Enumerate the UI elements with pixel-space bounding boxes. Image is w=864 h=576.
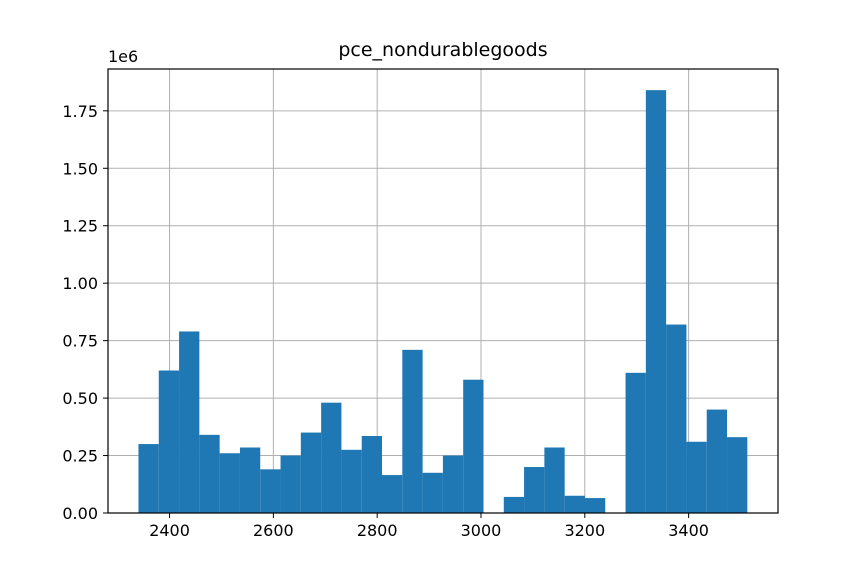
y-tick-label: 1.00 xyxy=(62,274,98,293)
chart-title: pce_nondurablegoods xyxy=(338,39,547,61)
histogram-bar xyxy=(300,432,322,513)
histogram-bar xyxy=(199,434,220,513)
histogram-bar xyxy=(463,379,484,513)
histogram-bar xyxy=(280,455,301,513)
histogram-bar xyxy=(402,349,423,513)
histogram-bar xyxy=(219,453,240,513)
histogram-bar xyxy=(158,370,180,513)
histogram-bar xyxy=(666,324,687,513)
histogram-bar xyxy=(321,402,342,513)
histogram-bar xyxy=(686,441,707,513)
x-tick-label: 3400 xyxy=(668,521,709,540)
x-tick-label: 2800 xyxy=(357,521,398,540)
histogram-bar xyxy=(382,475,403,513)
histogram-bar xyxy=(361,436,383,513)
histogram-bar xyxy=(422,472,443,513)
x-tick-label: 2400 xyxy=(149,521,190,540)
y-tick-label: 1.50 xyxy=(62,159,98,178)
plot-frame xyxy=(107,68,779,514)
y-tick-label: 0.75 xyxy=(62,332,98,351)
y-tick-label: 1.25 xyxy=(62,217,98,236)
histogram-bar xyxy=(503,496,525,513)
histogram-bar xyxy=(239,447,261,513)
y-tick-label: 0.50 xyxy=(62,389,98,408)
histogram-bars xyxy=(138,90,748,514)
y-axis: 0.00 0.25 0.50 0.75 1.00 1.25 1.50 1.75 xyxy=(62,102,108,523)
histogram-bar xyxy=(564,495,585,513)
y-axis-offset-label: 1e6 xyxy=(108,47,138,66)
histogram-bar xyxy=(544,447,565,513)
histogram-bar xyxy=(625,372,646,513)
histogram-bar xyxy=(260,469,281,513)
histogram-bar xyxy=(706,409,728,513)
histogram-bar xyxy=(179,331,200,513)
histogram-bar xyxy=(584,498,606,513)
histogram-bar xyxy=(442,455,464,513)
y-tick-label: 0.00 xyxy=(62,504,98,523)
histogram-bar xyxy=(138,444,159,513)
x-tick-label: 2600 xyxy=(253,521,294,540)
x-axis: 2400 2600 2800 3000 3200 3400 xyxy=(149,513,709,540)
histogram-bar xyxy=(341,449,362,513)
histogram-bar xyxy=(645,90,667,514)
histogram-bar xyxy=(524,467,545,513)
histogram-bar xyxy=(727,437,748,513)
y-tick-label: 0.25 xyxy=(62,447,98,466)
x-tick-label: 3000 xyxy=(461,521,502,540)
y-tick-label: 1.75 xyxy=(62,102,98,121)
x-tick-label: 3200 xyxy=(564,521,605,540)
